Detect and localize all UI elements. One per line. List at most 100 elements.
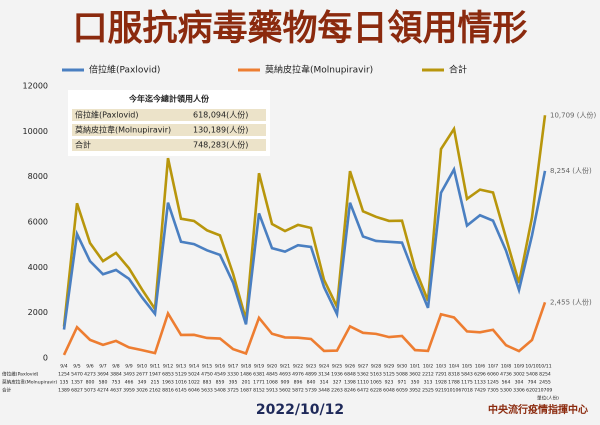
table-cell: 5362 xyxy=(357,372,369,378)
table-cell: 3002 xyxy=(513,372,525,378)
date-label: 9/29 xyxy=(384,364,394,370)
table-cell: 9219 xyxy=(435,388,447,394)
table-cell: 6145 xyxy=(175,388,187,394)
y-tick-label: 8000 xyxy=(28,172,48,181)
table-cell: 4750 xyxy=(201,372,213,378)
date-label: 9/30 xyxy=(397,364,407,370)
date-label: 10/11 xyxy=(538,364,551,370)
legend-label: 倍拉維(Paxlovid) xyxy=(89,64,160,76)
table-cell: 6853 xyxy=(162,372,174,378)
table-cell: 6472 xyxy=(357,388,369,394)
table-cell: 3134 xyxy=(318,372,330,378)
table-cell: 2525 xyxy=(422,388,434,394)
table-cell: 971 xyxy=(398,380,407,386)
table-cell: 6059 xyxy=(396,388,408,394)
table-cell: 1245 xyxy=(487,380,499,386)
date-label: 9/11 xyxy=(150,364,160,370)
table-cell: 395 xyxy=(229,380,238,386)
table-cell: 3952 xyxy=(409,388,421,394)
table-cell: 304 xyxy=(515,380,524,386)
table-cell: 5602 xyxy=(279,388,291,394)
table-cell: 1936 xyxy=(331,372,343,378)
summary-value: 618,094(人份) xyxy=(193,110,248,120)
y-tick-label: 6000 xyxy=(28,218,48,227)
table-cell: 10709 xyxy=(538,388,553,394)
table-cell: 1947 xyxy=(149,372,161,378)
table-cell: 5470 xyxy=(71,372,83,378)
date-label: 10/3 xyxy=(436,364,446,370)
date-label: 9/7 xyxy=(99,364,106,370)
table-cell: 350 xyxy=(411,380,420,386)
table-cell: 466 xyxy=(125,380,134,386)
chart-title: 口服抗病毒藥物每日領用情形 xyxy=(72,8,527,49)
table-cell: 4976 xyxy=(292,372,304,378)
date-label: 9/10 xyxy=(137,364,147,370)
table-cell: 3330 xyxy=(227,372,239,378)
table-cell: 8254 xyxy=(539,372,551,378)
table-cell: 1068 xyxy=(266,380,278,386)
summary-row xyxy=(72,109,266,121)
date-label: 9/24 xyxy=(319,364,329,370)
table-cell: 7018 xyxy=(461,388,473,394)
value-label: 2,455 (人份) xyxy=(550,297,592,306)
date-label: 9/26 xyxy=(345,364,355,370)
summary-value: 748,283(人份) xyxy=(193,140,248,150)
table-cell: 1928 xyxy=(435,380,447,386)
table-cell: 3493 xyxy=(123,372,135,378)
table-cell: 5024 xyxy=(188,372,200,378)
summary-label: 倍拉維(Paxlovid) xyxy=(75,110,139,120)
table-cell: 3026 xyxy=(136,388,148,394)
table-cell: 3602 xyxy=(409,372,421,378)
date: 2022/10/12 xyxy=(256,402,344,418)
date-label: 10/1 xyxy=(410,364,420,370)
table-cell: 1771 xyxy=(253,380,265,386)
table-cell: 4845 xyxy=(266,372,278,378)
table-cell: 2677 xyxy=(136,372,148,378)
table-cell: 313 xyxy=(424,380,433,386)
table-cell: 7429 xyxy=(474,388,486,394)
summary-value: 130,189(人份) xyxy=(193,125,248,135)
y-tick-label: 0 xyxy=(43,354,48,363)
table-cell: 2162 xyxy=(149,388,161,394)
legend-label: 莫納皮拉韋(Molnupiravir) xyxy=(265,64,373,76)
table-cell: 840 xyxy=(307,380,316,386)
summary-row xyxy=(72,139,266,151)
table-cell: 2455 xyxy=(539,380,551,386)
table-cell: 5913 xyxy=(266,388,278,394)
table-cell: 7305 xyxy=(487,388,499,394)
table-cell: 3959 xyxy=(123,388,135,394)
date-label: 10/10 xyxy=(525,364,538,370)
table-cell: 2212 xyxy=(422,372,434,378)
summary-row xyxy=(72,124,266,136)
table-cell: 4274 xyxy=(97,388,109,394)
date-label: 9/9 xyxy=(125,364,132,370)
y-tick-label: 12000 xyxy=(23,82,48,91)
table-cell: 800 xyxy=(86,380,95,386)
table-cell: 5129 xyxy=(175,372,187,378)
date-label: 9/18 xyxy=(241,364,251,370)
date-label: 9/14 xyxy=(189,364,199,370)
table-cell: 5408 xyxy=(214,388,226,394)
table-cell: 6228 xyxy=(370,388,382,394)
date-label: 9/21 xyxy=(280,364,290,370)
table-cell: 5739 xyxy=(305,388,317,394)
y-tick-label: 10000 xyxy=(23,127,48,136)
table-cell: 3884 xyxy=(110,372,122,378)
y-tick-label: 4000 xyxy=(28,263,48,272)
table-cell: 794 xyxy=(528,380,537,386)
table-cell: 1133 xyxy=(474,380,486,386)
table-cell: 3725 xyxy=(227,388,239,394)
table-cell: 1389 xyxy=(58,388,70,394)
table-cell: 201 xyxy=(242,380,251,386)
y-tick-label: 2000 xyxy=(28,308,48,317)
date-label: 10/7 xyxy=(488,364,498,370)
series-line xyxy=(62,301,547,356)
table-cell: 5633 xyxy=(201,388,213,394)
table-cell: 4899 xyxy=(305,372,317,378)
table-cell: 896 xyxy=(294,380,303,386)
table-cell: 6296 xyxy=(474,372,486,378)
table-cell: 5125 xyxy=(383,372,395,378)
table-cell: 6381 xyxy=(253,372,265,378)
table-cell: 7291 xyxy=(435,372,447,378)
date-label: 10/6 xyxy=(475,364,485,370)
